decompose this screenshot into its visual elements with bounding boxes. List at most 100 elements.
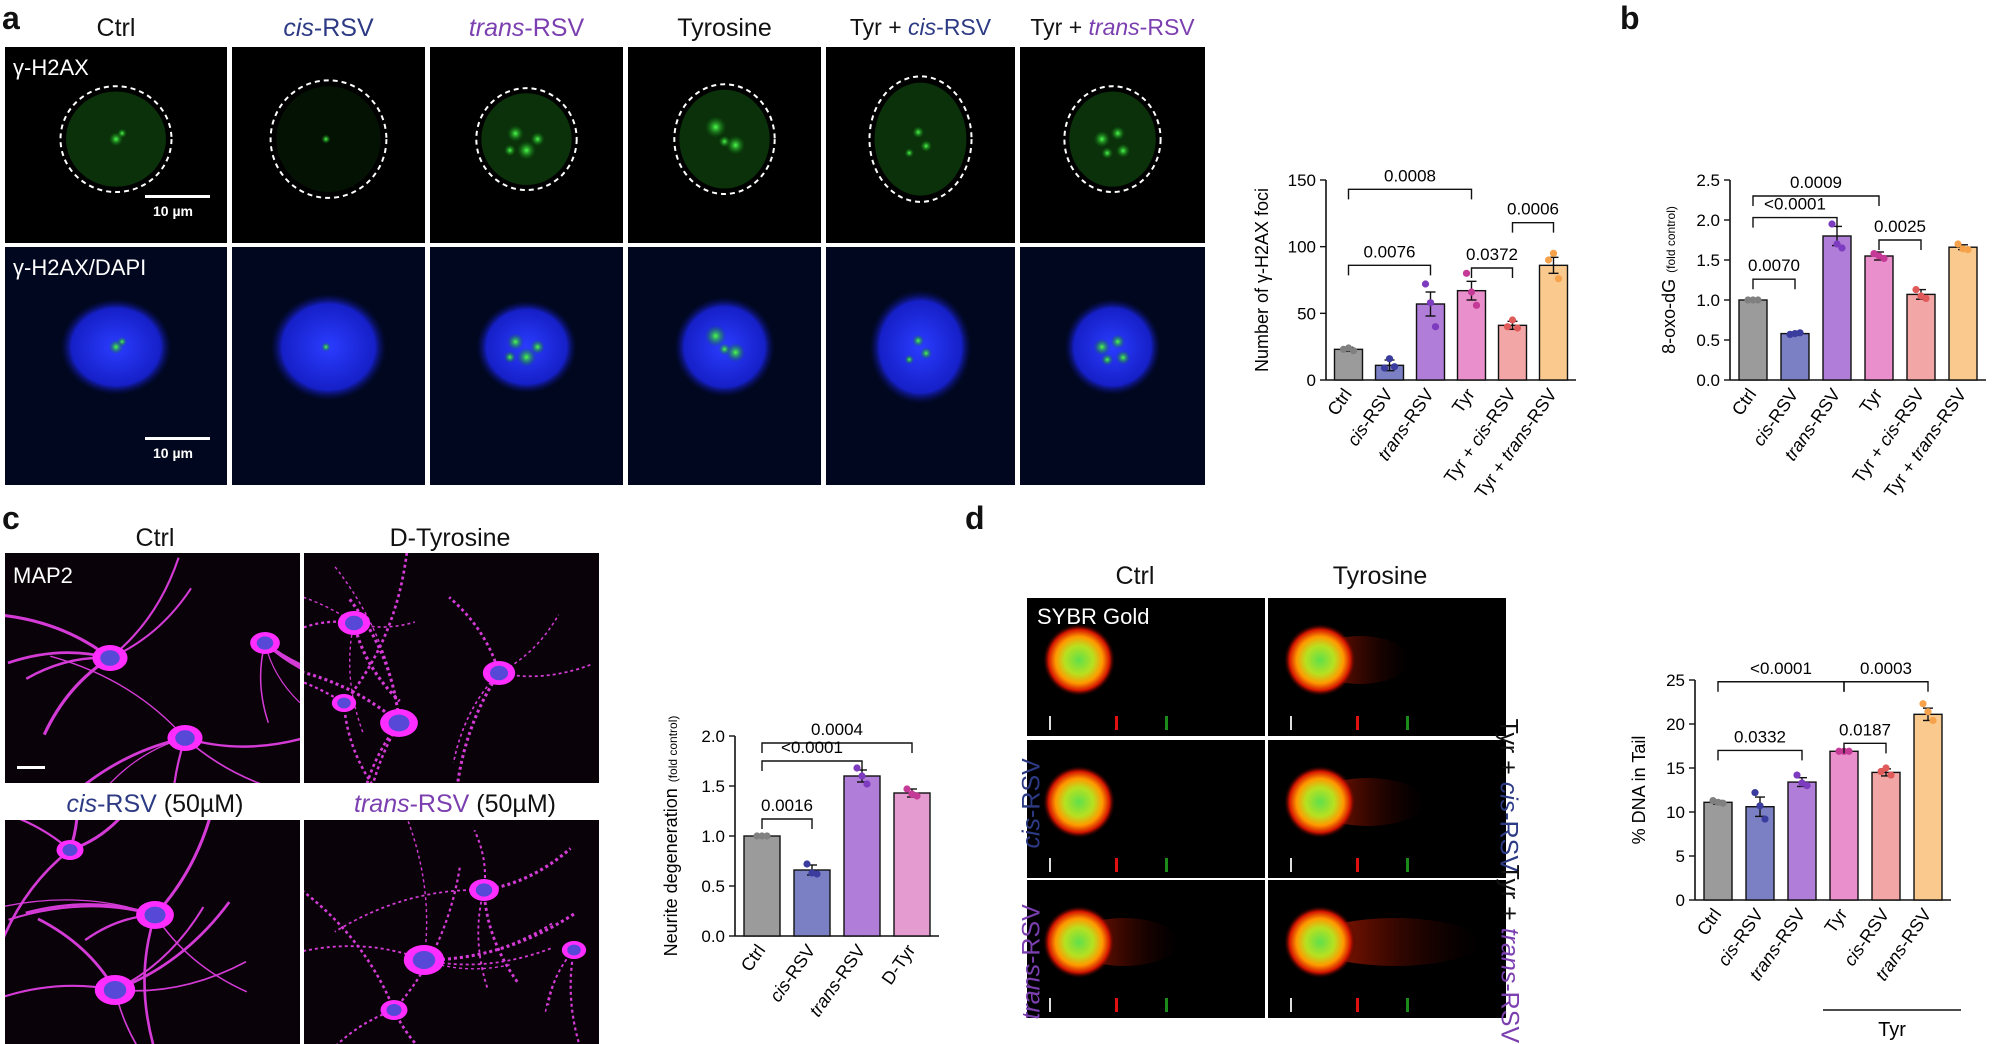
p-value-label: 0.0004	[811, 720, 863, 739]
bar	[843, 775, 881, 937]
panel-c-title-dtyr: D-Tyrosine	[389, 524, 511, 552]
data-point	[1833, 240, 1841, 248]
y-tick-label: 50	[1297, 304, 1316, 323]
bar	[1456, 289, 1487, 381]
bar	[1745, 806, 1775, 901]
gh2ax-dapi-image-0: γ-H2AX/DAPI 10 µm	[5, 247, 227, 485]
panel-d-title-tyr: Tyrosine	[1332, 562, 1428, 590]
y-tick-label: 0.5	[1696, 331, 1720, 350]
chart-c-neurite: 0.0 0.5 1.0 1.5 2.0 Neurite degeneration(fold…	[661, 716, 939, 1020]
group-label-tyr: Tyr	[1878, 1019, 1906, 1041]
y-tick-label: 20	[1666, 715, 1685, 734]
data-point	[1803, 782, 1811, 790]
y-tick-label: 0.0	[701, 927, 725, 946]
data-point	[1513, 324, 1522, 332]
significance-bracket	[1843, 681, 1929, 692]
y-tick-label: 0	[1676, 891, 1685, 910]
significance-bracket	[1752, 195, 1880, 206]
p-value-label: 0.0076	[1364, 242, 1416, 261]
data-point	[1756, 802, 1764, 810]
y-tick-label: 15	[1666, 759, 1685, 778]
y-tick-label: 2.5	[1696, 171, 1720, 190]
data-point	[1554, 275, 1563, 283]
data-point	[1421, 280, 1430, 288]
x-tick-label: Ctrl	[1693, 905, 1725, 939]
data-point	[1508, 316, 1517, 324]
y-tick-label: 1.0	[701, 827, 725, 846]
panel-d-letter: d	[965, 500, 985, 536]
gh2ax-image-2	[430, 47, 623, 243]
bar	[743, 835, 781, 937]
data-point	[1835, 747, 1843, 755]
data-point	[1877, 767, 1885, 776]
data-point	[763, 832, 771, 840]
p-value-label: <0.0001	[1764, 195, 1826, 214]
data-point	[1462, 269, 1471, 277]
gh2ax-image-0: γ-H2AX 10 µm	[5, 47, 227, 243]
significance-bracket	[1878, 239, 1922, 250]
column-title-0: Ctrl	[96, 14, 136, 42]
comet-image-r2-c1	[1268, 880, 1506, 1018]
column-title-2: trans-RSV	[468, 14, 585, 42]
gh2ax-dapi-image-3	[628, 247, 821, 485]
gh2ax-dapi-image-1	[232, 247, 425, 485]
scale-bar	[145, 195, 210, 198]
p-value-label: <0.0001	[781, 738, 843, 757]
bar	[1829, 750, 1859, 901]
data-point	[1503, 323, 1512, 331]
p-value-label: 0.0003	[1860, 659, 1912, 678]
bar	[1948, 246, 1978, 381]
bar	[1333, 348, 1364, 381]
data-point	[1882, 764, 1890, 772]
data-point	[1796, 329, 1804, 337]
column-title-3: Tyrosine	[677, 14, 772, 42]
y-tick-label: 150	[1288, 171, 1316, 190]
data-point	[1719, 799, 1727, 807]
data-point	[1793, 771, 1801, 779]
data-point	[758, 832, 766, 840]
bar	[1871, 771, 1901, 901]
neuron-image-dtyr	[304, 553, 599, 783]
data-point	[813, 870, 821, 878]
y-tick-label: 1.5	[1696, 251, 1720, 270]
significance-bracket	[1752, 278, 1796, 290]
scale-bar-label: 10 µm	[153, 445, 193, 461]
x-tick-label: D-Tyr	[878, 941, 920, 989]
data-point	[1924, 708, 1932, 716]
data-point	[1880, 254, 1888, 262]
x-tick-label: cis-RSV	[766, 941, 820, 1006]
neuron-image-ctrl: MAP2	[5, 553, 300, 783]
bar	[1738, 299, 1768, 381]
panel-c-title-ctrl: Ctrl	[135, 524, 175, 552]
column-title-5: Tyr + trans-RSV	[1030, 14, 1195, 40]
significance-bracket	[1717, 749, 1803, 761]
y-tick-label: 10	[1666, 803, 1685, 822]
scale-bar	[145, 437, 210, 440]
stain-label-map2: MAP2	[13, 563, 73, 588]
y-tick-label: 5	[1676, 847, 1685, 866]
panel-a-letter: a	[2, 0, 20, 36]
bar	[1703, 801, 1733, 901]
stain-label-gh2ax-dapi: γ-H2AX/DAPI	[13, 255, 147, 280]
comet-image-r0-c1	[1268, 598, 1506, 736]
bar	[1787, 781, 1817, 901]
neuron-image-cis	[5, 820, 300, 1044]
data-point	[1431, 323, 1440, 331]
y-tick-label: 1.0	[1696, 291, 1720, 310]
bar	[1906, 293, 1936, 381]
data-point	[1749, 296, 1757, 304]
p-value-label: 0.0009	[1790, 173, 1842, 192]
significance-bracket	[1752, 216, 1838, 228]
bar	[1497, 324, 1528, 381]
comet-image-r0-c0: SYBR Gold	[1027, 598, 1265, 736]
data-point	[1467, 288, 1476, 296]
x-tick-label: Tyr	[1856, 385, 1887, 417]
scale-bar-label: 10 µm	[153, 203, 193, 219]
data-point	[1426, 299, 1435, 307]
significance-bracket	[1347, 188, 1473, 200]
p-value-label: 0.0008	[1384, 166, 1436, 185]
data-point	[858, 772, 866, 780]
p-value-label: 0.0332	[1734, 727, 1786, 746]
data-point	[1845, 747, 1853, 755]
